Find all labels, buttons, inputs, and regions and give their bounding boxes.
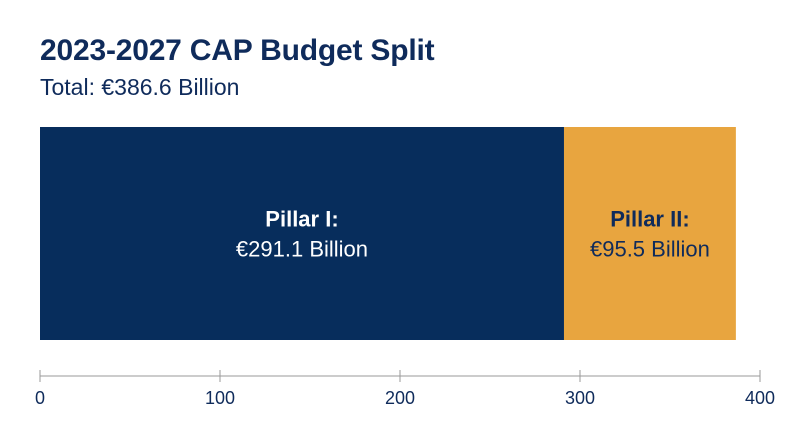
chart-title: 2023-2027 CAP Budget Split [40,34,435,67]
segment-value-label: €95.5 Billion [590,237,710,262]
x-tick-label: 0 [35,388,45,408]
x-tick-label: 100 [205,388,235,408]
x-tick-label: 300 [565,388,595,408]
segment-name-label: Pillar I: [265,207,338,232]
x-tick-label: 400 [745,388,775,408]
bar-segment-pillar-1 [40,127,564,340]
chart-subtitle: Total: €386.6 Billion [40,74,240,100]
segment-name-label: Pillar II: [610,207,689,232]
segment-value-label: €291.1 Billion [236,237,368,262]
bar-segment-pillar-2 [563,127,736,340]
x-tick-label: 200 [385,388,415,408]
